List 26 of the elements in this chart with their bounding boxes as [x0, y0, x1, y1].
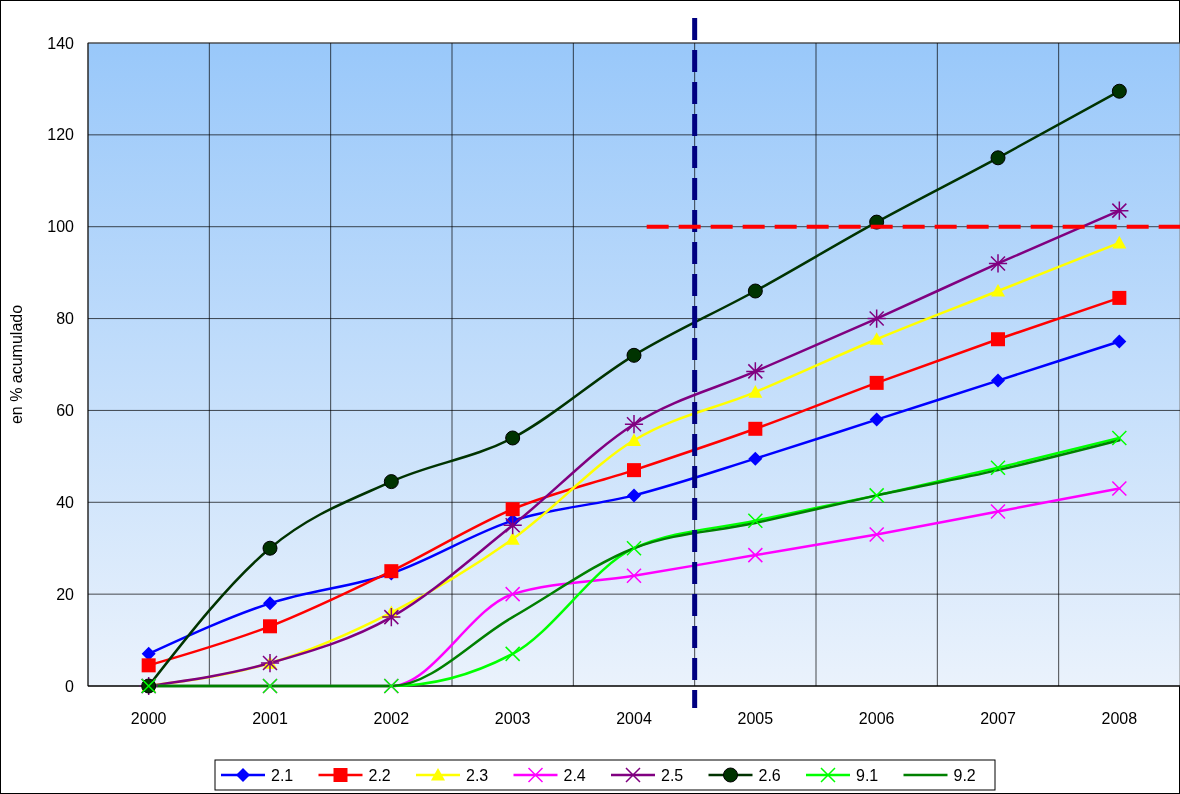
legend-label: 9.1: [856, 766, 879, 784]
y-tick-label: 60: [56, 402, 75, 420]
y-tick-label: 20: [56, 585, 75, 603]
y-tick-label: 80: [56, 310, 75, 328]
x-tick-label: 2001: [252, 710, 288, 727]
legend-label: 2.4: [563, 766, 586, 784]
legend-label: 9.2: [953, 766, 976, 784]
legend-label: 2.2: [368, 766, 391, 784]
x-tick-label: 2003: [494, 710, 531, 727]
x-tick-label: 2002: [373, 710, 410, 727]
y-axis-title: en % acumulado: [8, 304, 25, 425]
y-tick-label: 140: [47, 34, 75, 52]
y-tick-label: 120: [47, 126, 75, 144]
x-tick-label: 2004: [616, 710, 652, 727]
legend-label: 2.3: [466, 766, 489, 784]
x-tick-label: 2007: [980, 710, 1016, 727]
x-tick-label: 2008: [1101, 710, 1138, 727]
legend-label: 2.6: [758, 766, 781, 784]
x-tick-label: 2006: [858, 710, 895, 727]
x-tick-label: 2000: [130, 710, 167, 727]
legend-label: 2.5: [661, 766, 684, 784]
x-tick-label: 2005: [737, 710, 774, 727]
y-tick-label: 100: [47, 218, 75, 236]
y-tick-label: 40: [56, 493, 75, 511]
legend-label: 2.1: [271, 766, 294, 784]
y-tick-label: 0: [65, 677, 75, 695]
